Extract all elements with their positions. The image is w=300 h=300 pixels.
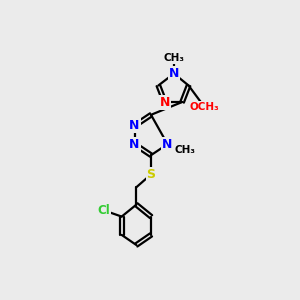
Text: N: N [160,95,170,109]
Text: Cl: Cl [97,204,110,217]
Text: N: N [169,67,179,80]
Text: CH₃: CH₃ [164,53,184,63]
Text: OCH₃: OCH₃ [189,102,219,112]
Text: CH₃: CH₃ [174,145,195,155]
Text: S: S [146,168,155,181]
Text: N: N [129,119,140,132]
Text: N: N [162,138,173,151]
Text: N: N [129,138,140,151]
